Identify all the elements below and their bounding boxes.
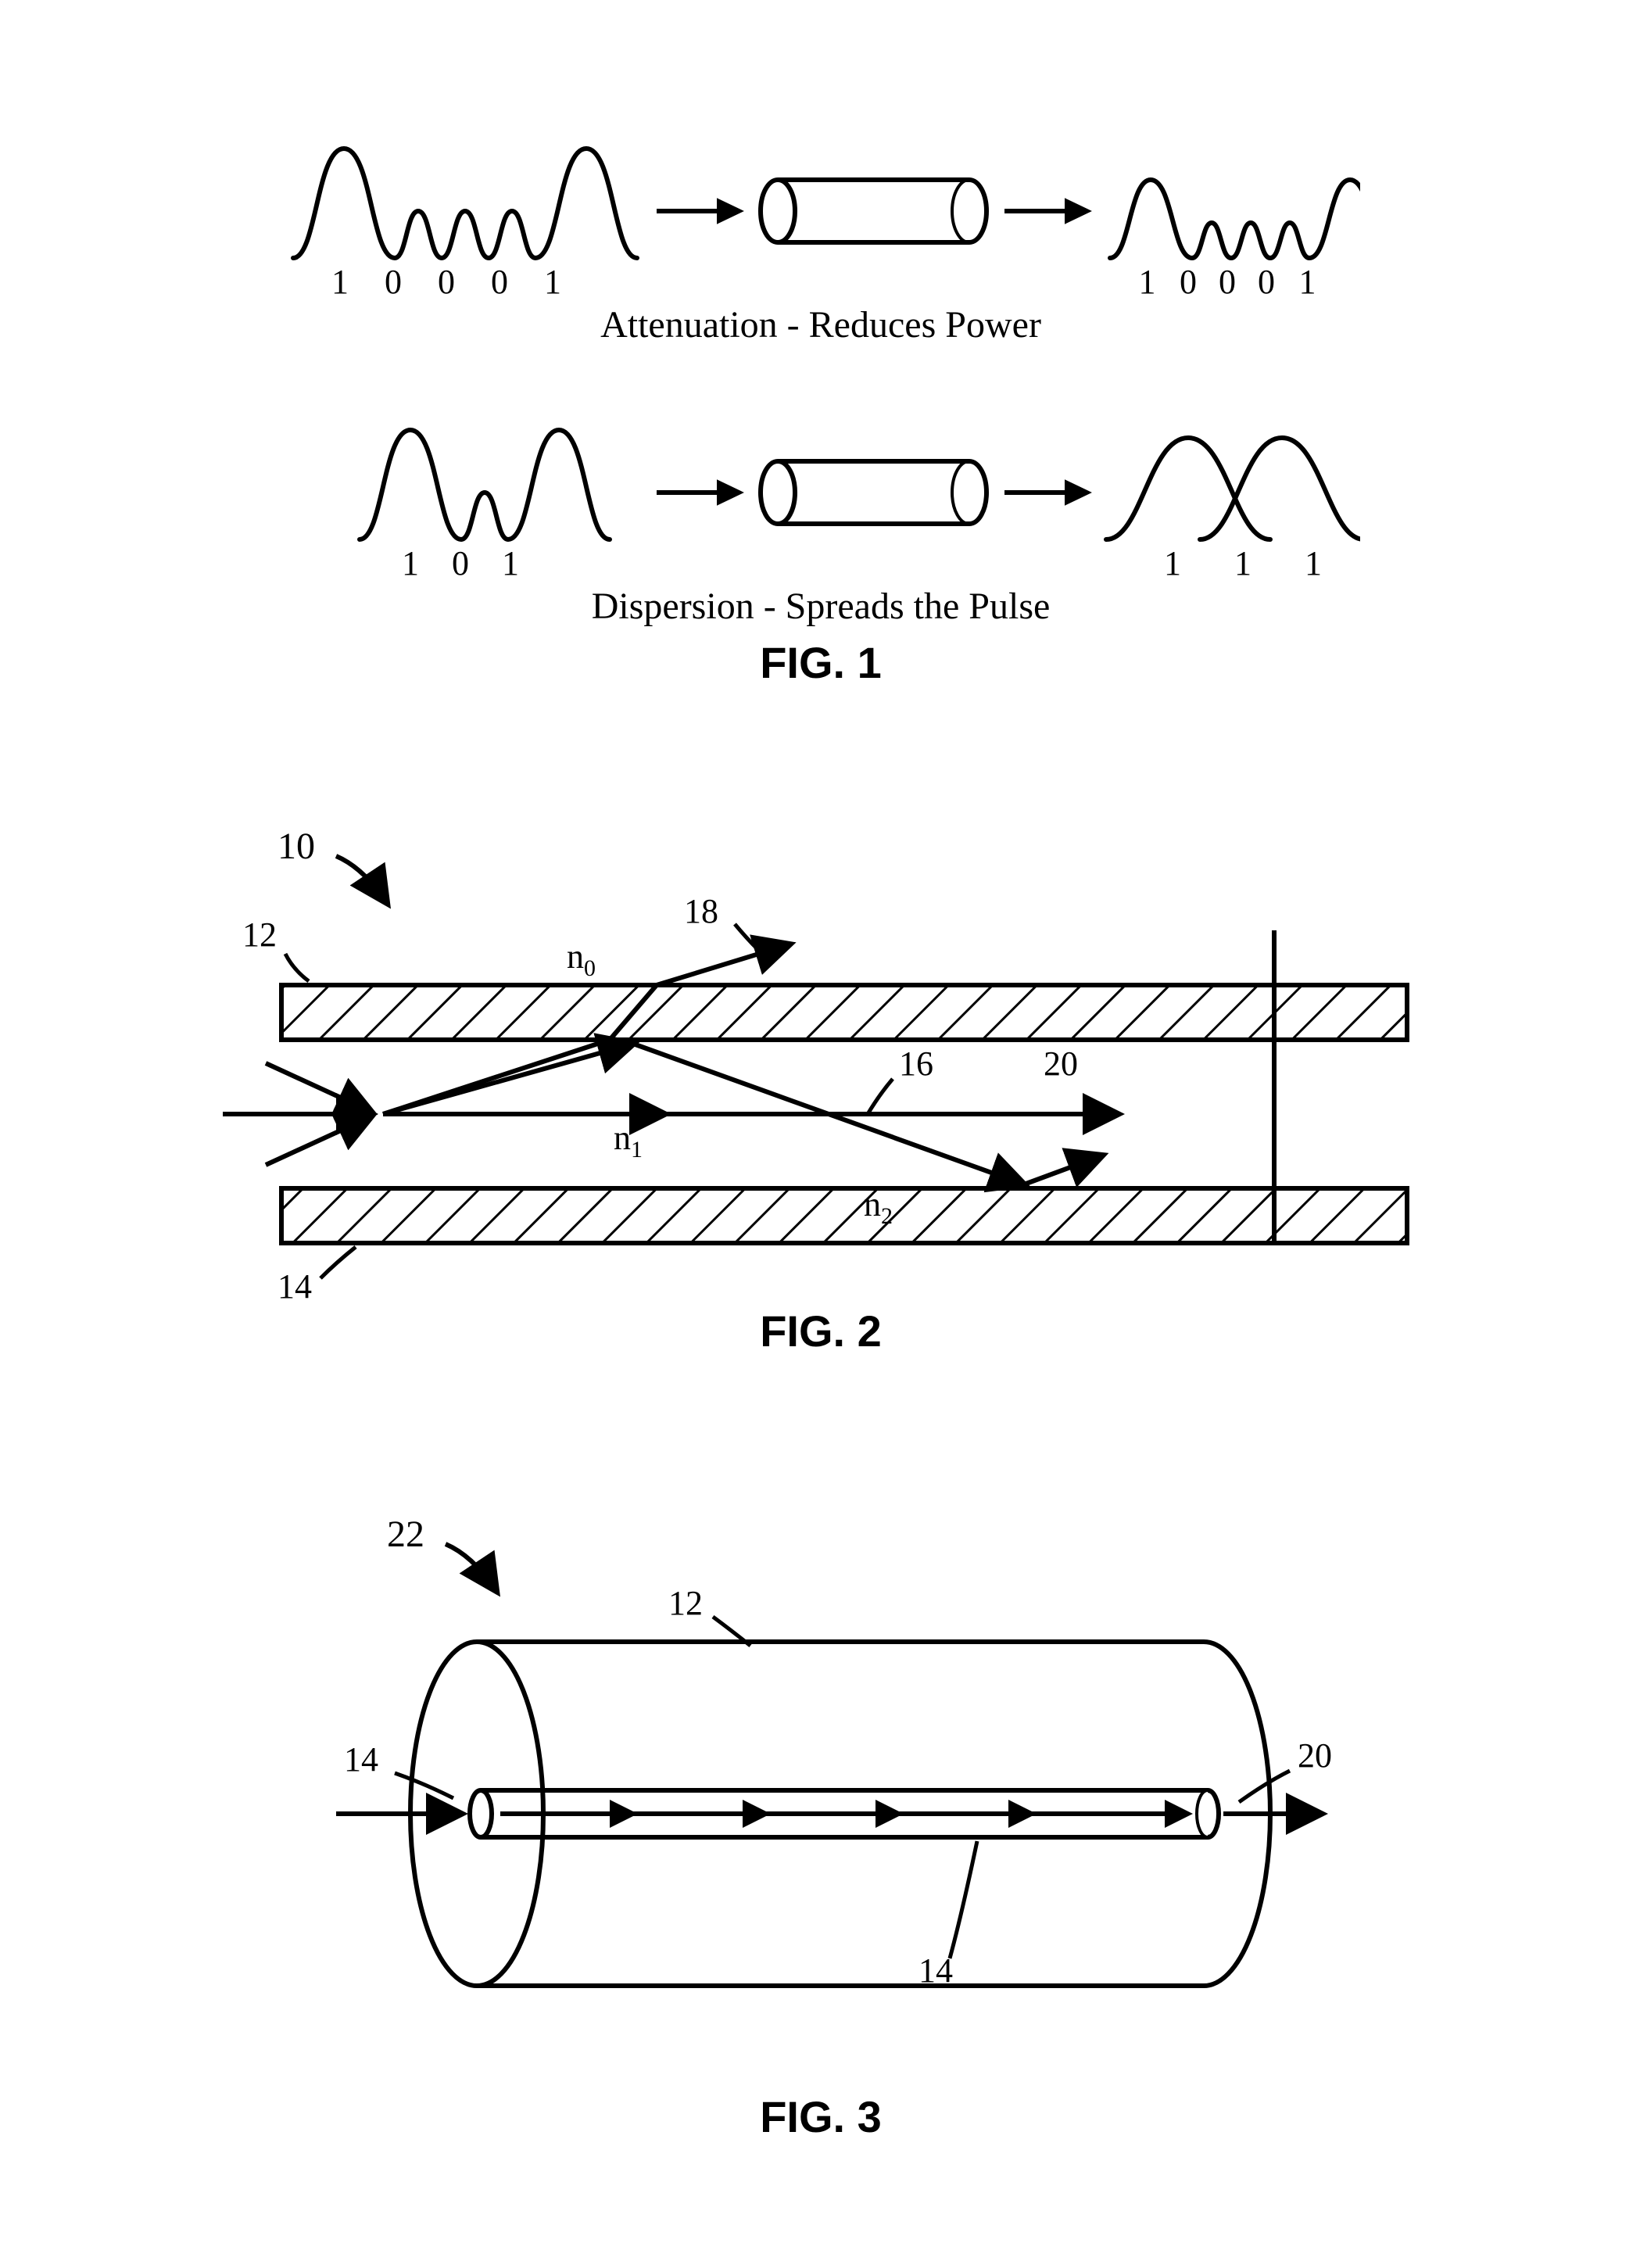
dispersion-bits-out: 1 1 1 (1149, 543, 1384, 583)
fig2-container: 10 n0 n1 n2 12 14 18 16 20 FIG. 2 (219, 829, 1423, 1392)
label3-20: 20 (1298, 1736, 1332, 1775)
fig3-leaders (395, 1617, 1290, 1958)
arrow-fiber-to-out (1004, 202, 1087, 220)
fig3-title: FIG. 3 (219, 2091, 1423, 2142)
bit: 0 (370, 262, 417, 302)
bit: 0 (1169, 262, 1208, 302)
label-n2: n2 (864, 1184, 893, 1230)
bit: 0 (476, 262, 523, 302)
label3-14-bottom: 14 (918, 1951, 953, 1990)
bit: 1 (1126, 262, 1169, 302)
ref-10 (336, 856, 387, 903)
attenuation-bits-out: 1 0 0 0 1 (1126, 262, 1407, 302)
n0-sub: 0 (584, 955, 596, 981)
bit: 1 (1149, 543, 1196, 583)
label-16: 16 (899, 1044, 933, 1084)
bit: 1 (1290, 543, 1337, 583)
bit: 0 (423, 262, 470, 302)
bit: 1 (487, 543, 534, 583)
bit: 1 (317, 262, 363, 302)
label-18: 18 (684, 891, 718, 931)
dispersion-caption: Dispersion - Spreads the Pulse (281, 585, 1360, 628)
bit: 1 (387, 543, 434, 583)
ref-22-label: 22 (387, 1513, 424, 1556)
attenuation-input-waveform (293, 149, 637, 258)
bit: 1 (529, 262, 576, 302)
n1-base: n (614, 1119, 631, 1157)
label-n0: n0 (567, 937, 596, 982)
label-20: 20 (1044, 1044, 1078, 1084)
label-n1: n1 (614, 1118, 643, 1163)
n1-sub: 1 (631, 1137, 643, 1163)
entry-rays (223, 1063, 371, 1165)
fig1-title: FIG. 1 (281, 637, 1360, 688)
label-12: 12 (242, 915, 277, 955)
n2-sub: 2 (881, 1203, 893, 1229)
fig1-container: 1 0 0 0 1 1 0 0 0 1 Attenuation - Reduce… (281, 94, 1360, 297)
arrow-in-to-fiber (657, 202, 739, 220)
fig3-svg (219, 1517, 1423, 2158)
label3-14-left: 14 (344, 1740, 378, 1779)
fiber-symbol (761, 180, 987, 242)
dispersion-input-waveform (360, 430, 610, 539)
n0-base: n (567, 937, 584, 976)
fig3-container: 22 12 14 14 20 FIG. 3 (219, 1517, 1423, 2158)
bit: 0 (437, 543, 484, 583)
dispersion-bits-in: 1 0 1 (387, 543, 590, 583)
attenuation-output-waveform (1110, 180, 1360, 258)
bit: 0 (1208, 262, 1247, 302)
attenuation-bits-in: 1 0 0 0 1 (317, 262, 629, 302)
ref-22 (446, 1544, 496, 1591)
n2-base: n (864, 1185, 881, 1224)
label-14: 14 (278, 1267, 312, 1306)
label3-12: 12 (668, 1583, 703, 1623)
attenuation-caption: Attenuation - Reduces Power (281, 303, 1360, 346)
dispersion-output-waveform (1106, 438, 1360, 539)
bit: 1 (1286, 262, 1329, 302)
bit: 1 (1219, 543, 1266, 583)
fig2-title: FIG. 2 (219, 1306, 1423, 1356)
bit: 0 (1247, 262, 1286, 302)
ref-10-label: 10 (278, 825, 315, 868)
